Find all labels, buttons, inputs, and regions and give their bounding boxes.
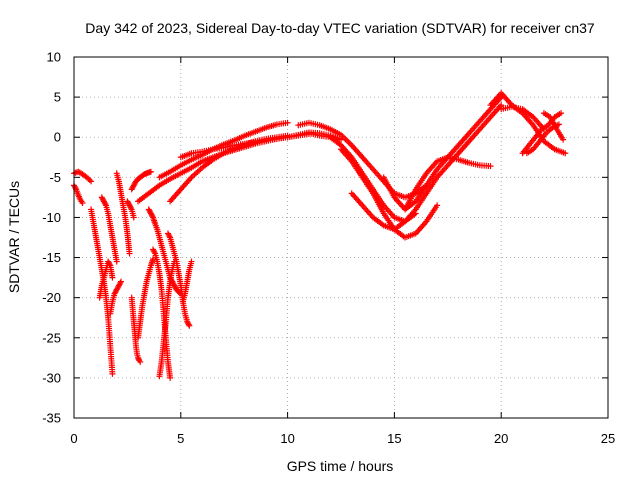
data-point xyxy=(149,213,156,220)
data-point xyxy=(117,278,124,285)
series-track-n xyxy=(156,258,178,380)
series-track-c xyxy=(88,206,116,377)
series-track-i xyxy=(128,168,154,193)
x-tick-label: 5 xyxy=(177,431,184,446)
data-point xyxy=(127,205,134,212)
data-point xyxy=(166,233,173,240)
series-track-e xyxy=(98,194,120,265)
data-point xyxy=(167,374,174,381)
series-track-k xyxy=(135,256,157,341)
series-track-p xyxy=(179,258,195,305)
data-point xyxy=(102,201,109,208)
plot-frame xyxy=(73,56,609,419)
data-series xyxy=(71,90,569,381)
data-point xyxy=(558,110,565,117)
y-tick-labels: 10 5 0 -5 -10 -15 -20 -25 -30 -35 xyxy=(42,50,61,426)
y-tick-label: -20 xyxy=(42,290,61,305)
data-point xyxy=(487,163,494,170)
series-track-x xyxy=(348,102,505,233)
y-tick-label: -25 xyxy=(42,330,61,345)
data-point xyxy=(109,370,116,377)
y-tick-label: 5 xyxy=(54,90,61,105)
series-track-d xyxy=(96,258,116,301)
series-track-h xyxy=(124,198,137,221)
series-track-ae xyxy=(540,110,567,143)
y-tick-label: -30 xyxy=(42,370,61,385)
series-track-aa xyxy=(487,90,569,157)
data-point xyxy=(284,119,291,126)
y-tick-label: -15 xyxy=(42,250,61,265)
x-tick-label: 0 xyxy=(70,431,77,446)
x-tick-label: 20 xyxy=(494,431,508,446)
data-point xyxy=(562,150,569,157)
data-point xyxy=(188,258,195,265)
data-point xyxy=(186,322,193,329)
x-tick-label: 15 xyxy=(387,431,401,446)
series-track-ac xyxy=(523,121,562,157)
y-tick-label: -35 xyxy=(42,411,61,426)
data-point xyxy=(113,258,120,265)
series-track-g xyxy=(113,170,133,257)
series-track-b xyxy=(71,182,86,207)
data-point xyxy=(185,321,192,328)
data-point xyxy=(106,261,113,268)
data-point xyxy=(126,250,133,257)
y-tick-label: 10 xyxy=(47,50,61,65)
data-point xyxy=(434,202,441,209)
series-track-w xyxy=(338,146,441,241)
x-tick-labels: 0 5 10 15 20 25 xyxy=(70,431,615,446)
y-tick-label: -5 xyxy=(49,170,61,185)
series-track-f xyxy=(107,278,124,317)
x-tick-label: 10 xyxy=(280,431,294,446)
data-point xyxy=(117,279,124,286)
data-point xyxy=(147,168,154,175)
data-point xyxy=(79,200,86,207)
data-point xyxy=(151,249,158,256)
y-tick-label: 0 xyxy=(54,130,61,145)
series-track-a xyxy=(71,168,95,185)
series-track-ab xyxy=(498,103,547,133)
x-axis-label: GPS time / hours xyxy=(287,458,394,474)
y-axis-label: SDTVAR / TECUs xyxy=(6,181,22,293)
data-point xyxy=(130,214,137,221)
data-point xyxy=(109,274,116,281)
series-track-z xyxy=(402,154,494,213)
data-point xyxy=(560,136,567,143)
data-point xyxy=(137,358,144,365)
data-point xyxy=(72,185,79,192)
chart-title: Day 342 of 2023, Sidereal Day-to-day VTE… xyxy=(85,20,595,36)
y-tick-label: -10 xyxy=(42,210,61,225)
x-tick-label: 25 xyxy=(601,431,615,446)
data-point xyxy=(88,178,95,185)
